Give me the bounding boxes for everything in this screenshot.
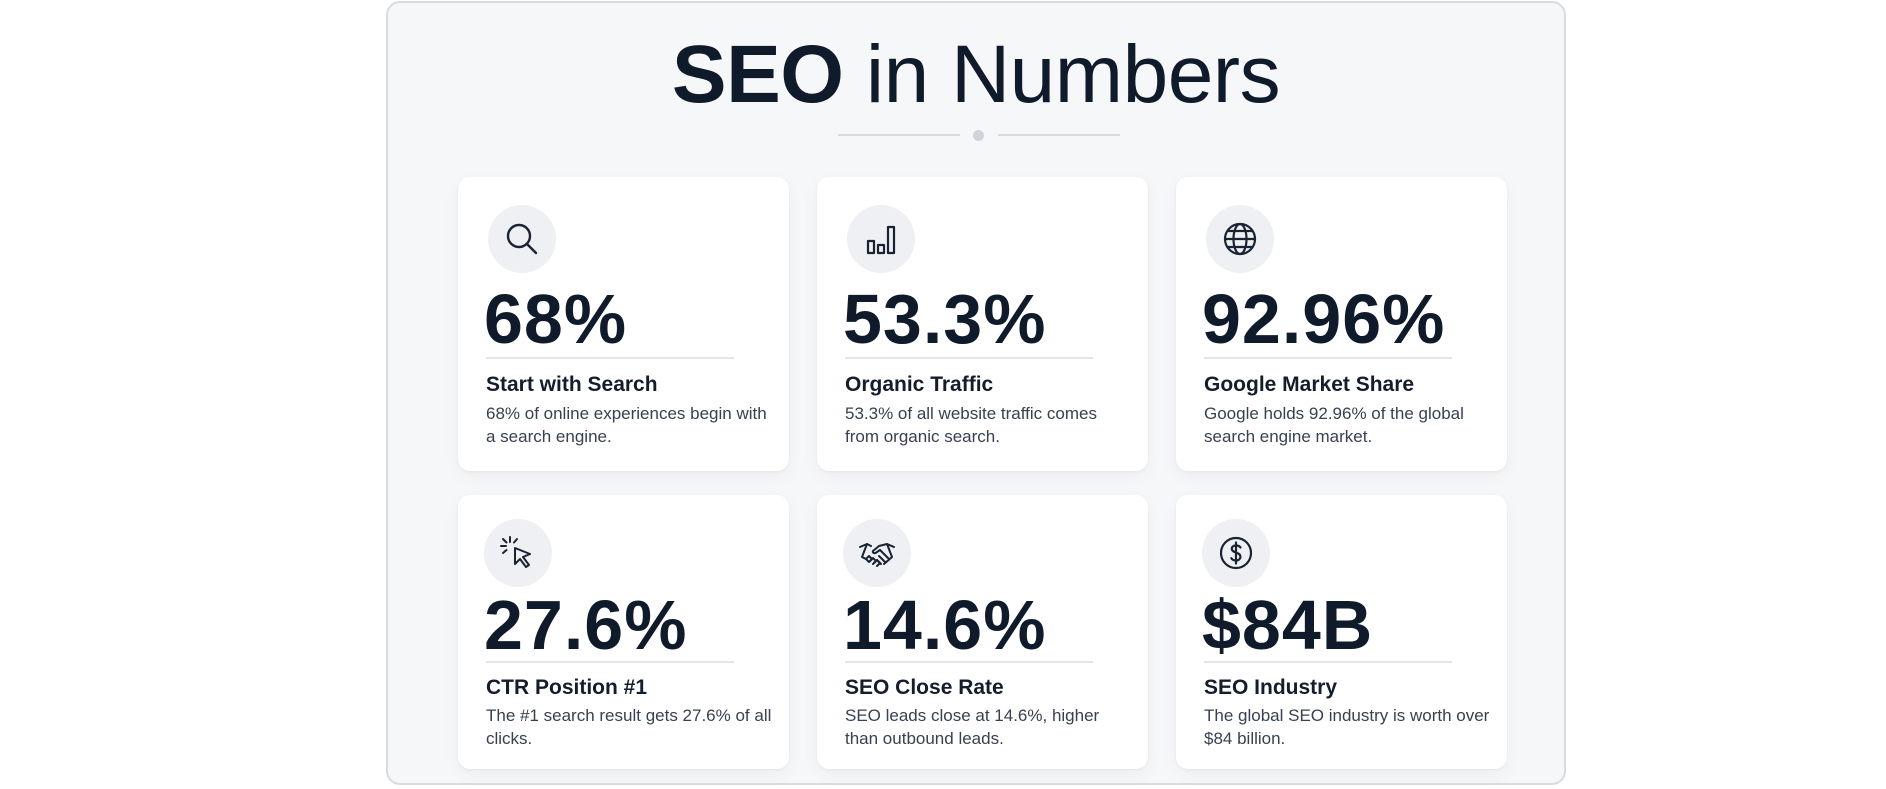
bar-chart-icon [847, 205, 915, 273]
title-divider-dot [973, 130, 984, 141]
stat-value: $84B [1202, 586, 1374, 664]
stat-value: 68% [484, 280, 628, 358]
stat-value: 14.6% [843, 586, 1047, 664]
stat-value: 92.96% [1202, 280, 1446, 358]
stat-card-seo-industry: $84B SEO Industry The global SEO industr… [1176, 495, 1507, 769]
stat-label: Start with Search [486, 373, 658, 396]
page-title: SEO in Numbers [388, 29, 1564, 121]
stat-label: CTR Position #1 [486, 676, 648, 699]
stat-card-google-market-share: 92.96% Google Market Share Google holds … [1176, 177, 1507, 471]
stat-card-start-with-search: 68% Start with Search 68% of online expe… [458, 177, 789, 471]
search-icon [488, 205, 556, 273]
stat-card-seo-close-rate: 14.6% SEO Close Rate SEO leads close at … [817, 495, 1148, 769]
dollar-icon [1202, 519, 1270, 587]
stat-rule [486, 661, 734, 663]
cursor-click-icon [484, 519, 552, 587]
stat-description: Google holds 92.96% of the global search… [1204, 404, 1464, 446]
stat-label: SEO Close Rate [845, 676, 1004, 699]
globe-icon [1206, 205, 1274, 273]
title-divider-right [998, 134, 1120, 136]
stat-description: SEO leads close at 14.6%, higher than ou… [845, 706, 1100, 748]
title-rest: in Numbers [865, 29, 1281, 120]
stat-rule [486, 357, 734, 359]
stat-card-organic-traffic: 53.3% Organic Traffic 53.3% of all websi… [817, 177, 1148, 471]
title-divider-left [838, 134, 960, 136]
handshake-icon [843, 519, 911, 587]
stat-label: SEO Industry [1204, 676, 1338, 699]
stat-rule [845, 357, 1093, 359]
stat-card-ctr-position: 27.6% CTR Position #1 The #1 search resu… [458, 495, 789, 769]
stat-value: 27.6% [484, 586, 688, 664]
stat-value: 53.3% [843, 280, 1047, 358]
stat-rule [1204, 661, 1452, 663]
stat-description: The #1 search result gets 27.6% of all c… [486, 706, 772, 748]
stat-rule [1204, 357, 1452, 359]
title-bold: SEO [671, 29, 844, 120]
stat-label: Google Market Share [1204, 373, 1415, 396]
stat-description: The global SEO industry is worth over $8… [1204, 706, 1490, 748]
stat-description: 68% of online experiences begin with a s… [486, 404, 767, 446]
stat-label: Organic Traffic [845, 373, 994, 396]
stat-description: 53.3% of all website traffic comes from … [845, 404, 1097, 446]
infographic-frame: SEO in Numbers 68% Start with Search 68%… [386, 1, 1566, 785]
stat-rule [845, 661, 1093, 663]
